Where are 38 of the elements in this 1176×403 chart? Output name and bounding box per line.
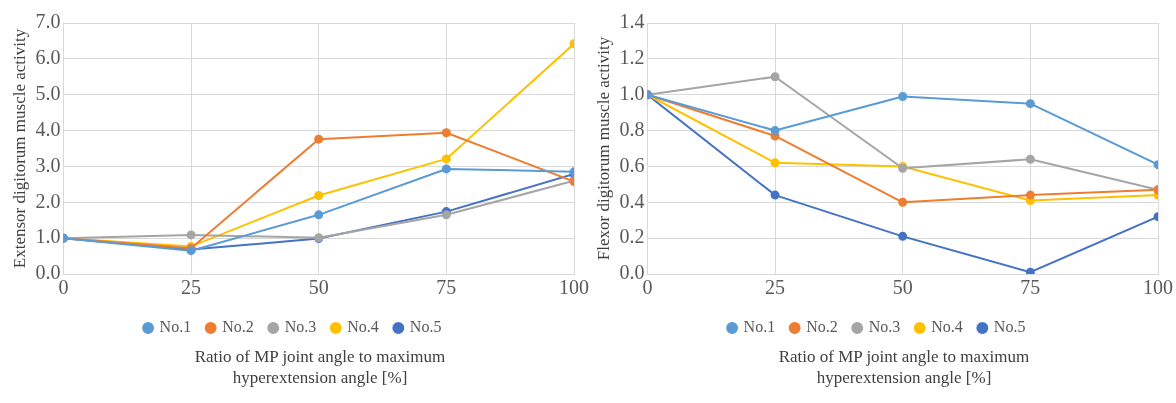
- legend-label: No.5: [993, 318, 1026, 336]
- x-axis-title: Ratio of MP joint angle to maximum hyperextension angle [%]: [193, 346, 447, 388]
- y-tick-label: 3.0: [35, 153, 61, 176]
- legend-label: No.2: [222, 318, 254, 336]
- y-tick-label: 4.0: [35, 117, 61, 140]
- legend-label: No.5: [409, 318, 442, 336]
- x-tick-label: 75: [436, 276, 457, 299]
- x-tick-label: 100: [1143, 276, 1173, 299]
- y-tick-label: 0.4: [619, 189, 645, 212]
- x-tick-label: 0: [642, 276, 653, 299]
- y-tick-label: 7.0: [35, 10, 61, 33]
- x-tick-label: 50: [308, 276, 329, 299]
- y-tick-label: 5.0: [35, 81, 61, 104]
- y-tick-label: 1.0: [619, 81, 645, 104]
- x-tick-label: 100: [559, 276, 589, 299]
- legend-label: No.3: [284, 318, 317, 336]
- y-tick-label: 0.8: [619, 117, 645, 140]
- legend-label: No.1: [159, 318, 192, 336]
- x-tick-label: 25: [181, 276, 202, 299]
- x-tick-label: 0: [58, 276, 69, 299]
- y-tick-label: 1.4: [619, 10, 645, 33]
- y-axis-title: Flexor digitorum muscle activity: [593, 36, 613, 261]
- y-tick-label: 0.2: [619, 225, 645, 248]
- x-tick-label: 50: [892, 276, 913, 299]
- y-tick-label: 1.0: [35, 225, 61, 248]
- legend-label: No.4: [347, 318, 379, 336]
- y-tick-label: 6.0: [35, 46, 61, 69]
- y-tick-label: 2.0: [35, 189, 61, 212]
- x-tick-label: 75: [1020, 276, 1041, 299]
- legend-label: No.4: [931, 318, 963, 336]
- legend-label: No.1: [743, 318, 776, 336]
- legend-label: No.2: [806, 318, 838, 336]
- y-tick-label: 1.2: [619, 46, 645, 69]
- x-axis-title: Ratio of MP joint angle to maximum hyperextension angle [%]: [777, 346, 1031, 388]
- legend-label: No.3: [868, 318, 901, 336]
- y-tick-label: 0.6: [619, 153, 645, 176]
- x-tick-label: 25: [765, 276, 786, 299]
- y-axis-title: Extensor digitorum muscle activity: [9, 28, 29, 269]
